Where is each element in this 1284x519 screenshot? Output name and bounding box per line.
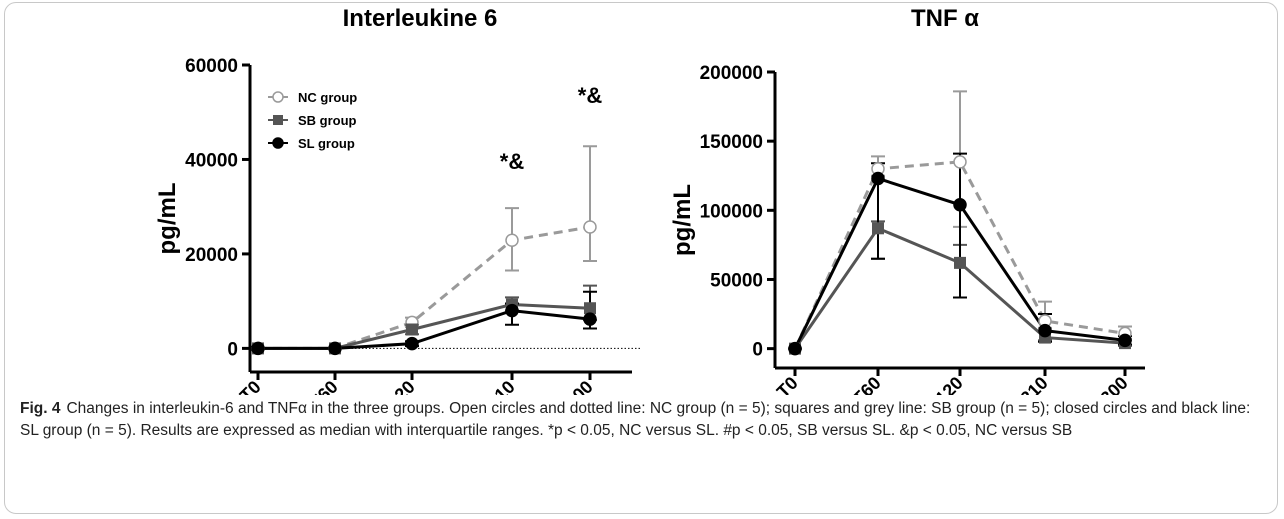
annotation: *& (578, 83, 603, 108)
series-line (258, 309, 591, 350)
data-point (584, 302, 596, 315)
legend-label: SB group (298, 113, 357, 128)
data-point (953, 198, 967, 212)
figure-frame (4, 2, 1278, 514)
y-tick-label: 0 (752, 340, 763, 361)
data-point (871, 171, 885, 186)
data-point (251, 341, 265, 356)
caption: Fig. 4 Changes in interleukin-6 and TNFα … (20, 398, 1260, 442)
y-axis-label: pg/mL (154, 183, 181, 255)
x-tick-label: T210 (1009, 373, 1052, 395)
data-point (583, 312, 597, 326)
data-point (872, 222, 884, 235)
legend-marker (272, 137, 284, 149)
data-point (328, 341, 342, 356)
error-bar (953, 152, 967, 299)
y-axis-label: pg/mL (669, 184, 696, 256)
y-tick-label: 20000 (185, 245, 238, 266)
x-tick-label: T300 (1089, 373, 1132, 395)
y-tick-label: 60000 (185, 56, 238, 77)
error-bar (583, 145, 597, 263)
series-line (793, 160, 1126, 350)
y-tick-label: 100000 (700, 201, 763, 222)
y-tick-label: 0 (227, 339, 238, 360)
x-tick-label: T60 (849, 373, 885, 395)
data-point (1118, 333, 1132, 348)
chart-title: TNF α (911, 5, 979, 32)
legend-marker (272, 91, 284, 103)
caption-text: Changes in interleukin-6 and TNFα in the… (20, 400, 1251, 439)
series-line (258, 225, 591, 350)
series-line (258, 302, 591, 350)
legend-label: SL group (298, 136, 355, 151)
chart-title: Interleukine 6 (343, 5, 498, 32)
y-tick-label: 50000 (710, 270, 763, 291)
data-point (954, 256, 966, 269)
y-tick-label: 40000 (185, 150, 238, 171)
y-tick-label: 200000 (700, 63, 763, 84)
x-tick-label: T0 (236, 377, 265, 395)
data-point (953, 155, 967, 169)
x-tick-label: T120 (924, 373, 967, 395)
data-point (583, 220, 597, 234)
data-point (505, 303, 519, 318)
data-point (406, 323, 418, 336)
data-point (788, 341, 802, 356)
legend-label: NC group (298, 90, 357, 105)
legend-marker (273, 115, 283, 125)
annotation: *& (500, 149, 525, 174)
data-point (405, 336, 419, 351)
charts: Interleukine 6 pg/mL 0 20000 40000 60000 T0 T60… (154, 5, 1145, 395)
x-tick-label: T0 (773, 373, 802, 395)
data-point (1038, 323, 1052, 338)
y-tick-label: 150000 (700, 132, 763, 153)
caption-label: Fig. 4 (20, 400, 61, 417)
data-point (505, 233, 519, 247)
